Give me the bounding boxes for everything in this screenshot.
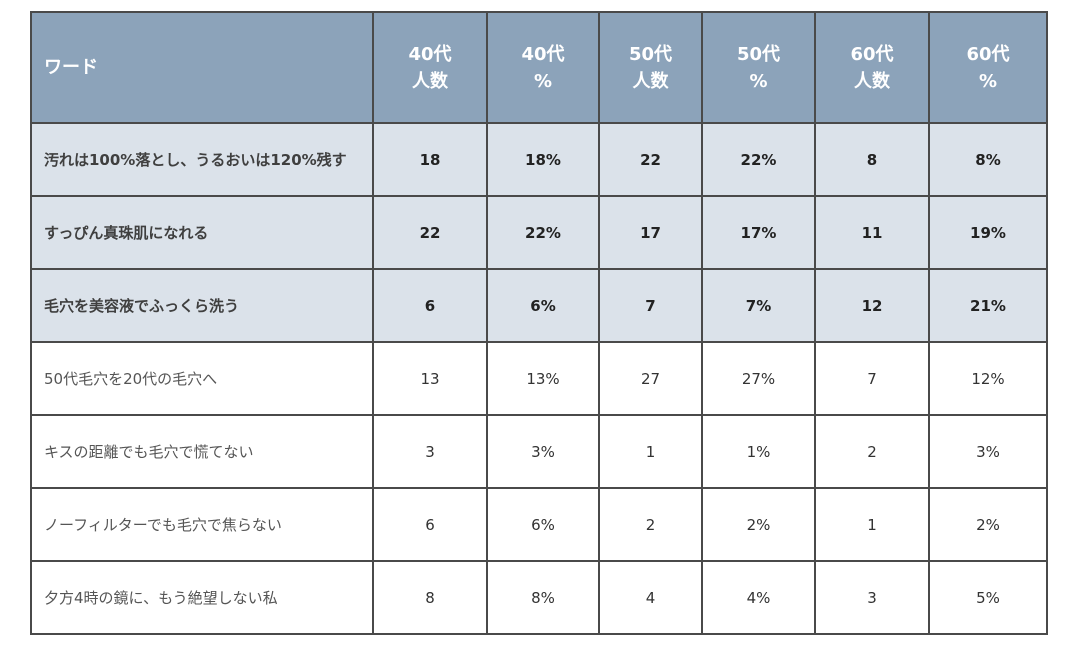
cell-40s-count: 6 (372, 487, 488, 562)
word-survey-table: ワード 40代 人数 40代 % 50代 人数 50代 % (30, 11, 1048, 635)
cell-40s-percent: 3% (486, 414, 600, 489)
cell-40s-count: 18 (372, 122, 488, 197)
cell-40s-count: 8 (372, 560, 488, 635)
cell-50s-count: 4 (598, 560, 703, 635)
header-line: 40代 (408, 43, 452, 65)
table-row: 汚れは100%落とし、うるおいは120%残す 18 18% 22 22% 8 8% (30, 122, 1048, 197)
header-line: % (749, 70, 768, 92)
header-50s-percent: 50代 % (701, 11, 816, 124)
cell-40s-percent: 6% (486, 487, 600, 562)
header-line: 50代 (736, 43, 781, 65)
cell-50s-percent: 7% (701, 268, 816, 343)
cell-40s-percent: 13% (486, 341, 600, 416)
table-row: 毛穴を美容液でふっくら洗う 6 6% 7 7% 12 21% (30, 268, 1048, 343)
cell-word: 毛穴を美容液でふっくら洗う (30, 268, 374, 343)
cell-50s-count: 22 (598, 122, 703, 197)
header-60s-percent: 60代 % (928, 11, 1048, 124)
cell-60s-count: 8 (814, 122, 930, 197)
cell-50s-count: 27 (598, 341, 703, 416)
header-line: 50代 (628, 43, 673, 65)
cell-60s-percent: 21% (928, 268, 1048, 343)
header-60s-count: 60代 人数 (814, 11, 930, 124)
cell-60s-count: 1 (814, 487, 930, 562)
cell-40s-count: 22 (372, 195, 488, 270)
cell-60s-count: 3 (814, 560, 930, 635)
cell-60s-percent: 5% (928, 560, 1048, 635)
cell-50s-count: 17 (598, 195, 703, 270)
header-line: 60代 (966, 43, 1010, 65)
cell-60s-percent: 12% (928, 341, 1048, 416)
cell-word: 夕方4時の鏡に、もう絶望しない私 (30, 560, 374, 635)
cell-word: 50代毛穴を20代の毛穴へ (30, 341, 374, 416)
cell-50s-percent: 2% (701, 487, 816, 562)
header-40s-percent: 40代 % (486, 11, 600, 124)
header-word-label: ワード (44, 57, 98, 78)
cell-60s-percent: 19% (928, 195, 1048, 270)
cell-50s-percent: 27% (701, 341, 816, 416)
table-row: 夕方4時の鏡に、もう絶望しない私 8 8% 4 4% 3 5% (30, 560, 1048, 635)
cell-50s-count: 2 (598, 487, 703, 562)
header-50s-count: 50代 人数 (598, 11, 703, 124)
cell-word: すっぴん真珠肌になれる (30, 195, 374, 270)
cell-word: ノーフィルターでも毛穴で焦らない (30, 487, 374, 562)
table-row: キスの距離でも毛穴で慌てない 3 3% 1 1% 2 3% (30, 414, 1048, 489)
header-line: 40代 (521, 43, 565, 65)
cell-40s-percent: 22% (486, 195, 600, 270)
cell-50s-count: 7 (598, 268, 703, 343)
cell-40s-percent: 8% (486, 560, 600, 635)
cell-60s-count: 11 (814, 195, 930, 270)
header-line: 人数 (412, 70, 448, 92)
cell-50s-percent: 22% (701, 122, 816, 197)
table-row: ノーフィルターでも毛穴で焦らない 6 6% 2 2% 1 2% (30, 487, 1048, 562)
cell-60s-count: 2 (814, 414, 930, 489)
cell-40s-count: 3 (372, 414, 488, 489)
header-line: 人数 (854, 70, 890, 92)
table-container: ワード 40代 人数 40代 % 50代 人数 50代 % (30, 11, 1048, 635)
cell-40s-count: 6 (372, 268, 488, 343)
cell-word: キスの距離でも毛穴で慌てない (30, 414, 374, 489)
table-row: すっぴん真珠肌になれる 22 22% 17 17% 11 19% (30, 195, 1048, 270)
cell-60s-percent: 2% (928, 487, 1048, 562)
header-line: 60代 (850, 43, 894, 65)
header-40s-count: 40代 人数 (372, 11, 488, 124)
cell-word: 汚れは100%落とし、うるおいは120%残す (30, 122, 374, 197)
cell-50s-percent: 4% (701, 560, 816, 635)
cell-50s-count: 1 (598, 414, 703, 489)
cell-60s-percent: 3% (928, 414, 1048, 489)
header-line: % (978, 70, 998, 92)
cell-50s-percent: 17% (701, 195, 816, 270)
header-word: ワード (30, 11, 374, 124)
header-line: 人数 (632, 70, 669, 92)
header-row: ワード 40代 人数 40代 % 50代 人数 50代 % (30, 11, 1048, 124)
table-row: 50代毛穴を20代の毛穴へ 13 13% 27 27% 7 12% (30, 341, 1048, 416)
table-body: 汚れは100%落とし、うるおいは120%残す 18 18% 22 22% 8 8% すっぴん真… (30, 122, 1048, 635)
cell-60s-count: 7 (814, 341, 930, 416)
cell-40s-percent: 18% (486, 122, 600, 197)
cell-50s-percent: 1% (701, 414, 816, 489)
cell-40s-percent: 6% (486, 268, 600, 343)
cell-60s-percent: 8% (928, 122, 1048, 197)
cell-40s-count: 13 (372, 341, 488, 416)
header-line: % (533, 70, 553, 92)
cell-60s-count: 12 (814, 268, 930, 343)
